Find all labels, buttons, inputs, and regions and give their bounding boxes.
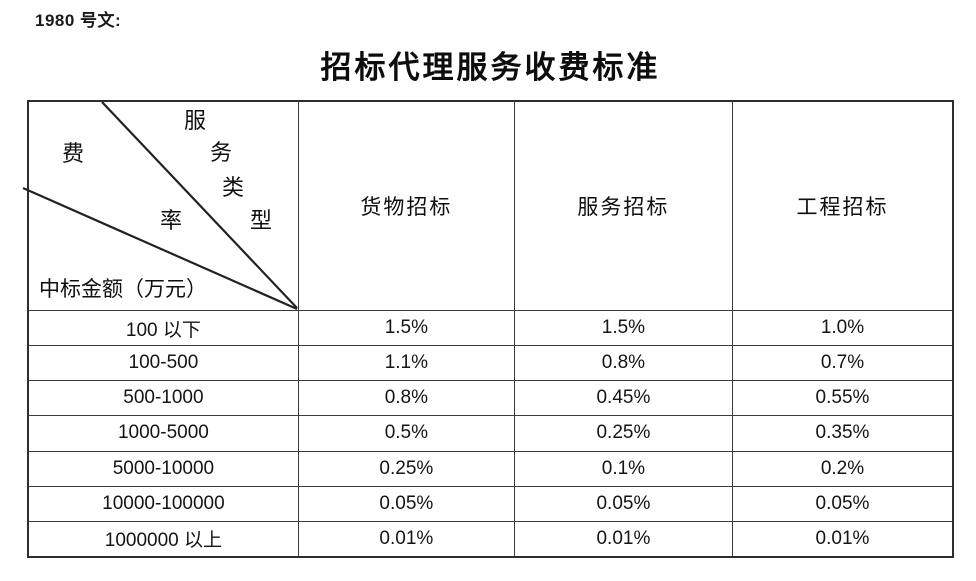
table-cell: 0.01% — [297, 520, 514, 556]
doc-number: 1980 号文: — [35, 11, 122, 30]
table-cell: 0.05% — [513, 485, 732, 521]
corner-rate-char-2: 率 — [160, 208, 183, 233]
corner-type-char-1: 服 — [184, 108, 207, 133]
row-label: 100 以下 — [29, 310, 298, 345]
table-cell: 0.8% — [513, 345, 732, 381]
table-cell: 1.5% — [297, 310, 514, 346]
row-label: 100-500 — [29, 345, 298, 380]
diagonal-divider-lines — [22, 101, 298, 311]
table-cell: 0.45% — [513, 380, 732, 416]
table-cell: 0.01% — [513, 520, 732, 556]
corner-type-char-4: 型 — [250, 208, 273, 233]
row-label: 1000-5000 — [29, 415, 298, 450]
corner-header-cell: 服 务 类 型 费 率 中标金额（万元） — [22, 101, 298, 311]
table-cell: 0.01% — [731, 520, 952, 556]
column-header-goods: 货物招标 — [297, 102, 514, 310]
corner-type-char-3: 类 — [222, 175, 245, 200]
table-cell: 0.25% — [297, 450, 514, 486]
corner-type-char-2: 务 — [210, 140, 233, 165]
table-cell: 0.2% — [731, 450, 952, 486]
table-cell: 0.8% — [297, 380, 514, 416]
corner-amount-label: 中标金额（万元） — [39, 277, 207, 301]
table-cell: 0.5% — [297, 415, 514, 451]
page-title: 招标代理服务收费标准 — [320, 50, 661, 85]
table-cell: 0.1% — [513, 450, 732, 486]
row-label: 500-1000 — [29, 380, 298, 415]
row-label: 5000-10000 — [29, 450, 298, 486]
table-cell: 0.25% — [513, 415, 732, 451]
table-cell: 1.1% — [297, 345, 514, 381]
column-header-services: 服务招标 — [513, 102, 732, 310]
table-cell: 0.35% — [731, 415, 952, 451]
row-label: 1000000 以上 — [29, 520, 298, 556]
row-label: 10000-100000 — [29, 485, 298, 521]
corner-rate-char-1: 费 — [62, 141, 85, 166]
table-cell: 1.0% — [731, 310, 952, 346]
table-cell: 0.05% — [297, 485, 514, 521]
table-cell: 0.05% — [731, 485, 952, 521]
table-cell: 1.5% — [513, 310, 732, 346]
table-cell: 0.7% — [731, 345, 952, 381]
column-header-engineering: 工程招标 — [731, 102, 952, 310]
fee-standard-table: 服 务 类 型 费 率 中标金额（万元） 货物招标 服务招标 工程招标 100 … — [22, 100, 954, 558]
table-cell: 0.55% — [731, 380, 952, 416]
